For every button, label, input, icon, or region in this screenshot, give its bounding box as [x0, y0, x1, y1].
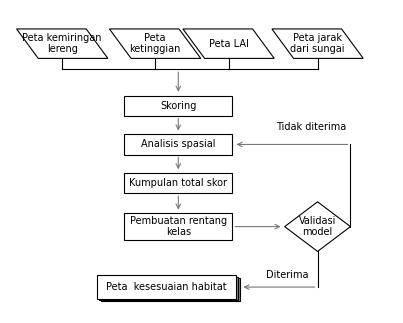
Text: Diterima: Diterima: [266, 270, 308, 280]
Bar: [124, 214, 233, 240]
Bar: [101, 278, 240, 301]
Polygon shape: [285, 202, 351, 251]
Polygon shape: [183, 29, 274, 58]
Text: Validasi
model: Validasi model: [299, 216, 336, 237]
Text: Pembuatan rentang
kelas: Pembuatan rentang kelas: [130, 216, 227, 237]
Text: Tidak diterima: Tidak diterima: [276, 122, 347, 132]
Text: Peta  kesesuaian habitat: Peta kesesuaian habitat: [106, 282, 227, 292]
Polygon shape: [272, 29, 363, 58]
Bar: [124, 96, 233, 116]
Text: Skoring: Skoring: [160, 101, 197, 111]
Bar: [99, 277, 238, 300]
Text: Kumpulan total skor: Kumpulan total skor: [129, 178, 227, 188]
Polygon shape: [110, 29, 201, 58]
Bar: [124, 134, 233, 154]
Polygon shape: [17, 29, 108, 58]
Text: Peta
ketinggian: Peta ketinggian: [129, 33, 181, 55]
Bar: [124, 173, 233, 193]
Bar: [97, 276, 236, 299]
Text: Analisis spasial: Analisis spasial: [141, 140, 216, 150]
Text: Peta LAI: Peta LAI: [209, 39, 249, 49]
Text: Peta jarak
dari sungai: Peta jarak dari sungai: [290, 33, 345, 55]
Text: Peta kemiringan
lereng: Peta kemiringan lereng: [23, 33, 102, 55]
